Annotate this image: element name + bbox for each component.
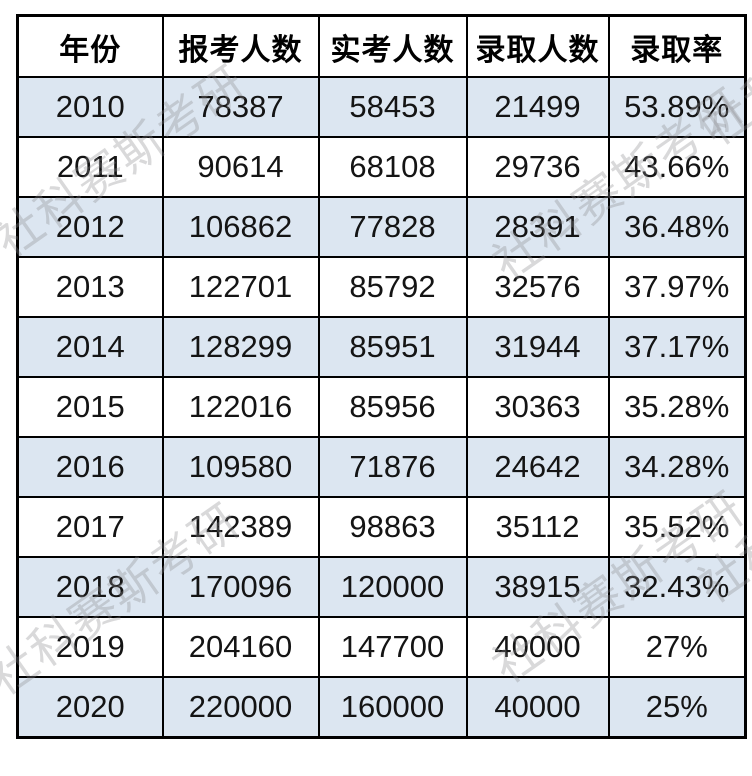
- column-header: 实考人数: [317, 14, 468, 78]
- table-cell: 32576: [465, 256, 610, 318]
- table-cell: 2014: [16, 316, 164, 378]
- table-row: 2019 204160 147700 40000 27%: [16, 616, 747, 678]
- table-cell: 90614: [161, 136, 320, 198]
- table-cell: 2013: [16, 256, 164, 318]
- table-cell: 34.28%: [607, 436, 747, 498]
- table-cell: 78387: [161, 76, 320, 138]
- table-body: 2010 78387 58453 21499 53.89% 2011 90614 68108 2…: [16, 76, 747, 739]
- table-cell: 98863: [317, 496, 468, 558]
- table-cell: 32.43%: [607, 556, 747, 618]
- table-cell: 28391: [465, 196, 610, 258]
- table-cell: 109580: [161, 436, 320, 498]
- column-header: 录取人数: [465, 14, 610, 78]
- table-row: 2010 78387 58453 21499 53.89%: [16, 76, 747, 138]
- table-cell: 2019: [16, 616, 164, 678]
- table-row: 2016 109580 71876 24642 34.28%: [16, 436, 747, 498]
- table-cell: 122701: [161, 256, 320, 318]
- table-cell: 71876: [317, 436, 468, 498]
- table-cell: 106862: [161, 196, 320, 258]
- admissions-table: 年份 报考人数 实考人数 录取人数 录取率 2010 78387 58453 21499 53.…: [16, 14, 747, 739]
- table-row: 2013 122701 85792 32576 37.97%: [16, 256, 747, 318]
- table-cell: 2010: [16, 76, 164, 138]
- table-cell: 31944: [465, 316, 610, 378]
- table-cell: 2015: [16, 376, 164, 438]
- table-cell: 2020: [16, 676, 164, 739]
- table-cell: 25%: [607, 676, 747, 739]
- table-cell: 147700: [317, 616, 468, 678]
- column-header: 报考人数: [161, 14, 320, 78]
- table-cell: 2017: [16, 496, 164, 558]
- header-row: 年份 报考人数 实考人数 录取人数 录取率: [16, 14, 747, 78]
- table-cell: 85956: [317, 376, 468, 438]
- table-cell: 37.97%: [607, 256, 747, 318]
- table-cell: 85951: [317, 316, 468, 378]
- table-cell: 204160: [161, 616, 320, 678]
- table-cell: 35.28%: [607, 376, 747, 438]
- table-cell: 2016: [16, 436, 164, 498]
- table-cell: 2012: [16, 196, 164, 258]
- table-cell: 2018: [16, 556, 164, 618]
- table-cell: 40000: [465, 676, 610, 739]
- column-header: 录取率: [607, 14, 747, 78]
- table-cell: 128299: [161, 316, 320, 378]
- table-cell: 160000: [317, 676, 468, 739]
- table-cell: 35112: [465, 496, 610, 558]
- table-row: 2015 122016 85956 30363 35.28%: [16, 376, 747, 438]
- column-header: 年份: [16, 14, 164, 78]
- table-row: 2018 170096 120000 38915 32.43%: [16, 556, 747, 618]
- table-cell: 120000: [317, 556, 468, 618]
- table-cell: 170096: [161, 556, 320, 618]
- table-cell: 37.17%: [607, 316, 747, 378]
- table-cell: 43.66%: [607, 136, 747, 198]
- table-cell: 40000: [465, 616, 610, 678]
- table-cell: 85792: [317, 256, 468, 318]
- table-cell: 35.52%: [607, 496, 747, 558]
- table-cell: 53.89%: [607, 76, 747, 138]
- table-cell: 2011: [16, 136, 164, 198]
- table-cell: 68108: [317, 136, 468, 198]
- table-row: 2011 90614 68108 29736 43.66%: [16, 136, 747, 198]
- table-row: 2014 128299 85951 31944 37.17%: [16, 316, 747, 378]
- table-cell: 122016: [161, 376, 320, 438]
- table-cell: 30363: [465, 376, 610, 438]
- table-cell: 142389: [161, 496, 320, 558]
- table-cell: 21499: [465, 76, 610, 138]
- table-cell: 220000: [161, 676, 320, 739]
- table-cell: 77828: [317, 196, 468, 258]
- table-cell: 58453: [317, 76, 468, 138]
- table-row: 2012 106862 77828 28391 36.48%: [16, 196, 747, 258]
- table-cell: 27%: [607, 616, 747, 678]
- table-cell: 24642: [465, 436, 610, 498]
- table-row: 2017 142389 98863 35112 35.52%: [16, 496, 747, 558]
- table-cell: 38915: [465, 556, 610, 618]
- table-cell: 36.48%: [607, 196, 747, 258]
- table-cell: 29736: [465, 136, 610, 198]
- table-row: 2020 220000 160000 40000 25%: [16, 676, 747, 739]
